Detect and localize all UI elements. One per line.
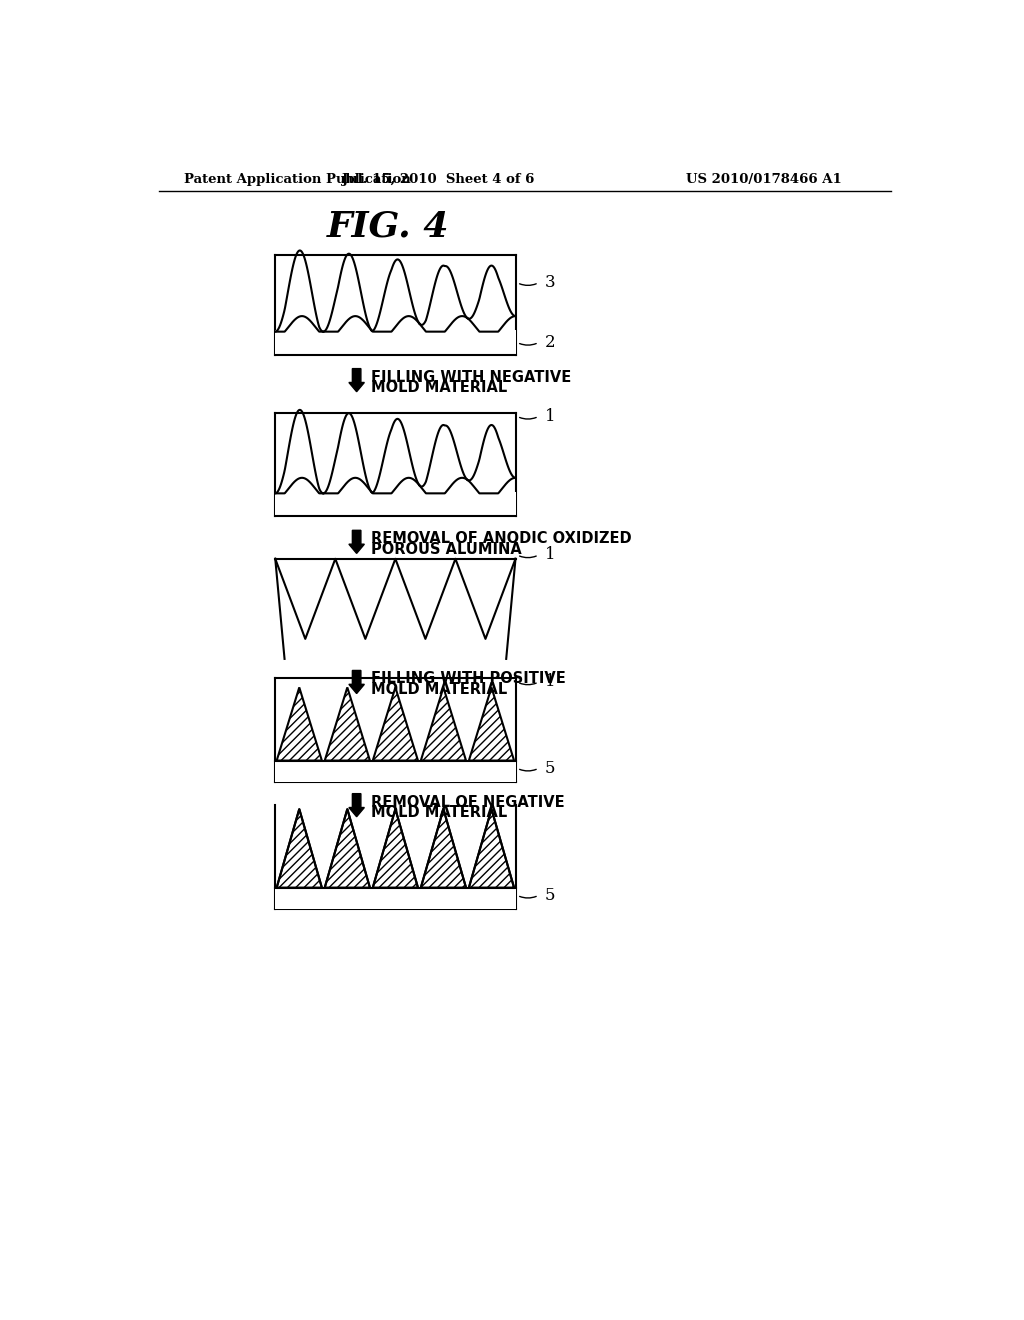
- Text: 2: 2: [545, 334, 556, 351]
- Bar: [275, 887, 515, 909]
- Polygon shape: [421, 688, 466, 760]
- Bar: [275, 492, 515, 516]
- Polygon shape: [421, 809, 466, 887]
- Polygon shape: [276, 809, 322, 887]
- Bar: [275, 760, 515, 781]
- Text: 3: 3: [545, 275, 556, 292]
- Text: 5: 5: [545, 887, 555, 904]
- Text: US 2010/0178466 A1: US 2010/0178466 A1: [686, 173, 842, 186]
- Polygon shape: [325, 809, 370, 887]
- Polygon shape: [469, 809, 514, 887]
- Text: FILLING WITH POSITIVE: FILLING WITH POSITIVE: [371, 672, 565, 686]
- Text: MOLD MATERIAL: MOLD MATERIAL: [371, 682, 507, 697]
- Polygon shape: [349, 793, 365, 817]
- Polygon shape: [349, 671, 365, 693]
- Polygon shape: [373, 809, 418, 887]
- Text: Jul. 15, 2010  Sheet 4 of 6: Jul. 15, 2010 Sheet 4 of 6: [342, 173, 535, 186]
- Text: 1: 1: [545, 673, 556, 690]
- Text: Patent Application Publication: Patent Application Publication: [183, 173, 411, 186]
- Polygon shape: [325, 688, 370, 760]
- Text: FIG. 4: FIG. 4: [327, 209, 449, 243]
- Text: REMOVAL OF NEGATIVE: REMOVAL OF NEGATIVE: [371, 795, 564, 809]
- Text: 1: 1: [545, 408, 556, 425]
- Text: MOLD MATERIAL: MOLD MATERIAL: [371, 380, 507, 396]
- Bar: [275, 330, 515, 355]
- Text: REMOVAL OF ANODIC OXIDIZED: REMOVAL OF ANODIC OXIDIZED: [371, 531, 631, 546]
- Polygon shape: [373, 688, 418, 760]
- Text: 5: 5: [545, 760, 555, 776]
- Polygon shape: [276, 688, 322, 760]
- Polygon shape: [349, 368, 365, 392]
- Polygon shape: [349, 531, 365, 553]
- Text: 1: 1: [545, 546, 556, 564]
- Text: MOLD MATERIAL: MOLD MATERIAL: [371, 805, 507, 821]
- Text: POROUS ALUMINA: POROUS ALUMINA: [371, 543, 521, 557]
- Text: FILLING WITH NEGATIVE: FILLING WITH NEGATIVE: [371, 370, 570, 384]
- Polygon shape: [469, 688, 514, 760]
